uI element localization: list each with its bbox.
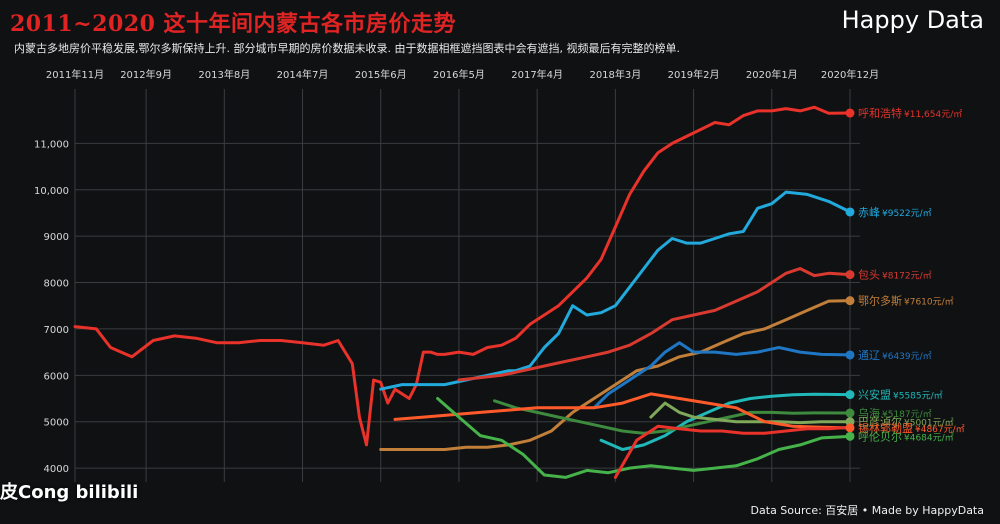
- series-end-dot: [845, 350, 855, 360]
- series-end-dot: [845, 296, 855, 306]
- x-tick-label: 2017年4月: [511, 68, 563, 81]
- series-line: [379, 299, 852, 451]
- series-value-label: ¥11,654元/㎡: [904, 109, 962, 120]
- series-value-label: ¥6439元/㎡: [882, 351, 932, 362]
- y-tick-label: 8000: [44, 279, 69, 290]
- page-title: 2011~2020 这十年间内蒙古各市房价走势: [10, 11, 457, 37]
- series-end-dot: [845, 390, 855, 400]
- series-name-label: 呼伦贝尔: [858, 429, 902, 443]
- series-end-dot: [845, 417, 855, 427]
- series-name-label: 通辽: [858, 349, 880, 362]
- series-value-label: ¥5001元/㎡: [904, 418, 954, 429]
- series-value-label: ¥4684元/㎡: [904, 432, 954, 443]
- series-end-dot: [845, 431, 855, 441]
- series-end-dot: [845, 270, 855, 280]
- series-value-label: ¥7610元/㎡: [904, 297, 954, 308]
- x-tick-label: 2011年11月: [46, 68, 104, 81]
- series-name-label: 兴安盟: [858, 388, 891, 402]
- y-tick-label: 6000: [44, 371, 69, 382]
- series-value-label: ¥4867元/㎡: [915, 424, 965, 435]
- x-tick-label: 2020年12月: [821, 68, 879, 81]
- y-tick-label: 10,000: [34, 186, 69, 197]
- x-tick-label: 2014年7月: [277, 68, 329, 81]
- page-subtitle: 内蒙古多地房价平稳发展,鄂尔多斯保持上升. 部分城市早期的房价数据未收录. 由于…: [14, 42, 680, 55]
- series-line: [649, 401, 852, 425]
- series-line: [599, 392, 852, 451]
- series-line: [592, 341, 852, 410]
- series-name-label: 乌海: [858, 406, 880, 420]
- series-line: [493, 399, 852, 435]
- series-value-label: ¥9522元/㎡: [882, 208, 932, 219]
- y-tick-label: 5000: [44, 418, 69, 429]
- header: 2011~2020 这十年间内蒙古各市房价走势 内蒙古多地房价平稳发展,鄂尔多斯…: [0, 0, 1000, 60]
- series-end-dot: [845, 408, 855, 418]
- x-tick-label: 2020年1月: [746, 68, 798, 81]
- y-tick-label: 11,000: [34, 139, 69, 150]
- series-name-label: 呼和浩特: [858, 106, 902, 120]
- y-tick-label: 7000: [44, 325, 69, 336]
- brand-word-2: Data: [926, 6, 984, 34]
- series-value-label: ¥5585元/㎡: [893, 391, 943, 402]
- series-name-label: 鄂尔多斯: [858, 294, 902, 308]
- data-source: Data Source: 百安居 • Made by HappyData: [750, 504, 984, 517]
- series-line: [457, 267, 852, 382]
- series-line: [436, 397, 852, 479]
- watermark: 皮Cong bilibili: [0, 482, 139, 503]
- brand-logo: Happy Data: [842, 6, 984, 34]
- series-line: [613, 424, 852, 479]
- series-layer: [73, 105, 852, 479]
- x-tick-label: 2016年5月: [433, 68, 485, 81]
- series-end-dot: [845, 108, 855, 118]
- series-value-label: ¥8172元/㎡: [882, 271, 932, 282]
- y-axis: 4000 5000 6000 7000 8000 9000 10,000 11,000: [34, 139, 69, 475]
- series-line: [393, 392, 852, 430]
- series-name-label: 包头: [858, 269, 880, 282]
- x-tick-label: 2015年6月: [355, 68, 407, 81]
- brand-word-1: Happy: [841, 6, 920, 34]
- y-tick-label: 9000: [44, 232, 69, 243]
- series-value-label: ¥5187元/㎡: [882, 409, 932, 420]
- series-line: [73, 105, 852, 447]
- x-tick-label: 2012年9月: [120, 68, 172, 81]
- x-axis: 2011年11月 2012年9月 2013年8月 2014年7月 2015年6月 2016…: [46, 68, 879, 81]
- series-end-dot: [845, 207, 855, 217]
- x-tick-label: 2013年8月: [198, 68, 250, 81]
- y-tick-label: 4000: [44, 464, 69, 475]
- series-end-dot: [845, 423, 855, 433]
- series-name-label: 锡林郭勒盟: [858, 421, 913, 435]
- x-tick-label: 2018年3月: [589, 68, 641, 81]
- series-name-label: 巴彦淖尔: [858, 415, 902, 429]
- series-name-label: 赤峰: [858, 206, 880, 219]
- x-tick-label: 2019年2月: [668, 68, 720, 81]
